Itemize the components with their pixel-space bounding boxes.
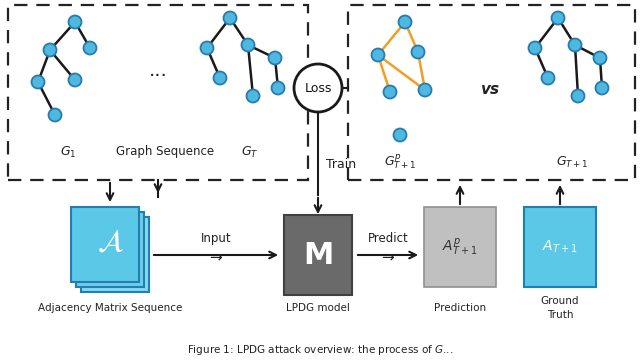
Circle shape bbox=[44, 44, 56, 56]
Circle shape bbox=[200, 41, 214, 55]
Circle shape bbox=[49, 108, 61, 122]
Circle shape bbox=[294, 64, 342, 112]
Text: Adjacency Matrix Sequence: Adjacency Matrix Sequence bbox=[38, 303, 182, 313]
Circle shape bbox=[399, 16, 412, 28]
Circle shape bbox=[246, 90, 259, 103]
Circle shape bbox=[214, 71, 227, 84]
Text: LPDG model: LPDG model bbox=[286, 303, 350, 313]
Circle shape bbox=[593, 51, 607, 64]
Text: $A_{T+1}$: $A_{T+1}$ bbox=[542, 239, 578, 255]
Circle shape bbox=[541, 71, 554, 84]
Circle shape bbox=[419, 83, 431, 96]
Circle shape bbox=[371, 48, 385, 62]
Circle shape bbox=[412, 46, 424, 59]
Text: $G_1$: $G_1$ bbox=[60, 145, 76, 159]
Text: Graph Sequence: Graph Sequence bbox=[116, 146, 214, 158]
Circle shape bbox=[595, 82, 609, 95]
Circle shape bbox=[383, 86, 397, 99]
FancyBboxPatch shape bbox=[284, 215, 352, 295]
Text: ...: ... bbox=[148, 60, 168, 79]
Text: →: → bbox=[210, 250, 222, 265]
Circle shape bbox=[269, 51, 282, 64]
Text: Loss: Loss bbox=[304, 82, 332, 95]
Text: $G_{T+1}$: $G_{T+1}$ bbox=[556, 154, 588, 170]
FancyBboxPatch shape bbox=[524, 207, 596, 287]
Text: Prediction: Prediction bbox=[434, 303, 486, 313]
Circle shape bbox=[394, 128, 406, 142]
Text: Predict: Predict bbox=[367, 232, 408, 245]
FancyBboxPatch shape bbox=[424, 207, 496, 287]
Circle shape bbox=[83, 41, 97, 55]
Circle shape bbox=[568, 39, 582, 51]
Circle shape bbox=[552, 12, 564, 24]
FancyBboxPatch shape bbox=[81, 217, 149, 292]
Text: $G_T$: $G_T$ bbox=[241, 145, 259, 159]
Text: →: → bbox=[381, 250, 394, 265]
Text: $G^p_{T+1}$: $G^p_{T+1}$ bbox=[384, 153, 416, 171]
FancyBboxPatch shape bbox=[76, 212, 144, 287]
Text: Ground
Truth: Ground Truth bbox=[541, 296, 579, 320]
Text: M: M bbox=[303, 241, 333, 269]
Circle shape bbox=[271, 82, 285, 95]
Text: vs: vs bbox=[481, 83, 500, 98]
Circle shape bbox=[31, 75, 45, 88]
Circle shape bbox=[68, 16, 81, 28]
Circle shape bbox=[223, 12, 237, 24]
Text: Train: Train bbox=[326, 158, 356, 171]
Text: $\mathcal{A}$: $\mathcal{A}$ bbox=[97, 226, 124, 257]
Text: Figure 1: LPDG attack overview: the process of $G$...: Figure 1: LPDG attack overview: the proc… bbox=[187, 343, 453, 357]
Circle shape bbox=[68, 74, 81, 87]
FancyBboxPatch shape bbox=[71, 207, 139, 282]
Text: Input: Input bbox=[201, 232, 231, 245]
Text: $A^p_{T+1}$: $A^p_{T+1}$ bbox=[442, 236, 477, 258]
Circle shape bbox=[572, 90, 584, 103]
Circle shape bbox=[241, 39, 255, 51]
Circle shape bbox=[529, 41, 541, 55]
